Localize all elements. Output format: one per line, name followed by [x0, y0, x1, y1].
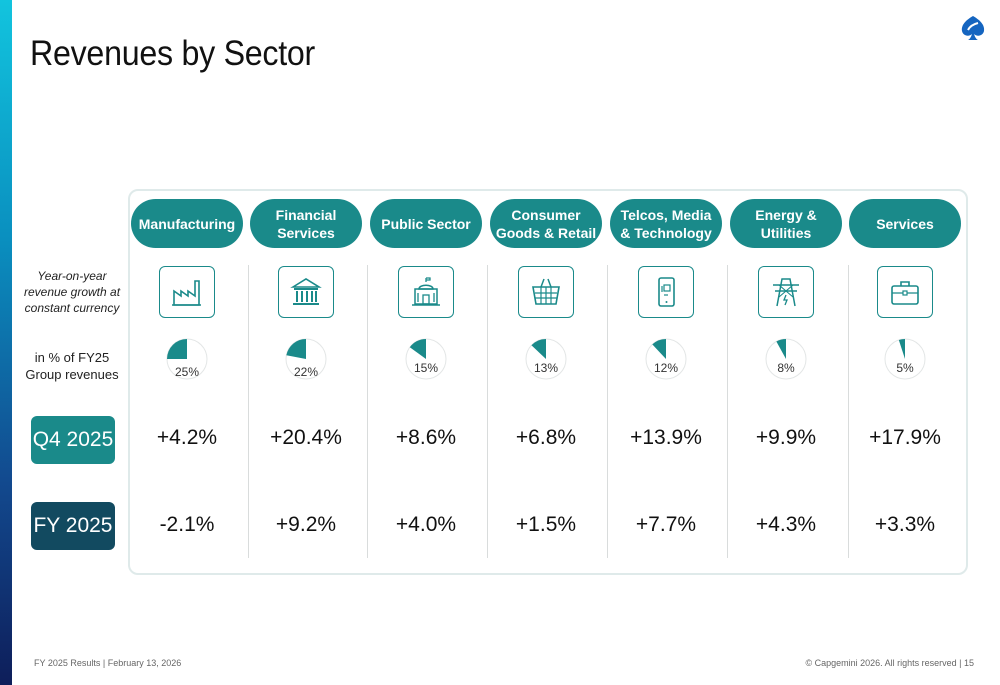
share-label: 25%	[174, 365, 200, 379]
q4-growth-value: +20.4%	[270, 426, 342, 449]
sector-icon-box	[758, 266, 814, 318]
sector-icon-box	[518, 266, 574, 318]
q4-period-badge: Q4 2025	[31, 416, 115, 464]
sector-header-pill: Telcos, Media & Technology	[610, 199, 722, 248]
spade-logo-icon	[961, 16, 985, 40]
government-building-icon	[412, 277, 440, 306]
sector-icon-box	[877, 266, 933, 318]
column-divider	[248, 265, 249, 558]
fy-growth-value: +1.5%	[515, 513, 577, 536]
power-pylon-icon	[773, 278, 799, 307]
sector-icon-box	[398, 266, 454, 318]
bank-icon	[290, 278, 322, 305]
column-divider	[367, 265, 368, 558]
column-divider	[487, 265, 488, 558]
q4-growth-value: +8.6%	[395, 426, 457, 449]
share-label: 15%	[413, 361, 439, 375]
q4-growth-value: +17.9%	[869, 426, 941, 449]
sector-icon-box	[159, 266, 215, 318]
briefcase-icon	[891, 281, 919, 305]
share-label: 12%	[653, 361, 679, 375]
fy-growth-value: +9.2%	[275, 513, 337, 536]
q4-growth-value: +13.9%	[630, 426, 702, 449]
shopping-basket-icon	[532, 278, 560, 305]
growth-row-label: Year-on-year revenue growth at constant …	[23, 269, 121, 315]
fy-growth-value: -2.1%	[159, 513, 215, 536]
sector-icon-box	[278, 266, 334, 318]
fy-growth-value: +4.3%	[755, 513, 817, 536]
sector-panel	[128, 189, 968, 575]
footer-date: FY 2025 Results | February 13, 2026	[34, 658, 182, 668]
sector-icon-box	[638, 266, 694, 318]
page-title: Revenues by Sector	[30, 34, 315, 73]
column-divider	[848, 265, 849, 558]
column-divider	[727, 265, 728, 558]
q4-growth-value: +9.9%	[755, 426, 817, 449]
sector-header-pill: Manufacturing	[131, 199, 243, 248]
fy-growth-value: +3.3%	[874, 513, 936, 536]
sector-header-pill: Public Sector	[370, 199, 482, 248]
sector-header-pill: Services	[849, 199, 961, 248]
q4-growth-value: +6.8%	[515, 426, 577, 449]
fy-period-badge: FY 2025	[31, 502, 115, 550]
smartphone-icon	[658, 277, 675, 307]
share-label: 5%	[896, 361, 914, 375]
factory-icon	[172, 280, 201, 306]
share-row-label: in % of FY25 Group revenues	[25, 350, 119, 382]
sector-header-pill: Consumer Goods & Retail	[490, 199, 602, 248]
sector-header-pill: Energy & Utilities	[730, 199, 842, 248]
share-label: 8%	[777, 361, 795, 375]
footer-copyright: © Capgemini 2026. All rights reserved | …	[805, 658, 974, 668]
fy-growth-value: +4.0%	[395, 513, 457, 536]
fy-growth-value: +7.7%	[635, 513, 697, 536]
column-divider	[607, 265, 608, 558]
share-label: 13%	[533, 361, 559, 375]
q4-growth-value: +4.2%	[156, 426, 218, 449]
share-label: 22%	[293, 365, 319, 379]
sector-header-pill: Financial Services	[250, 199, 362, 248]
side-accent-bar	[0, 0, 12, 685]
